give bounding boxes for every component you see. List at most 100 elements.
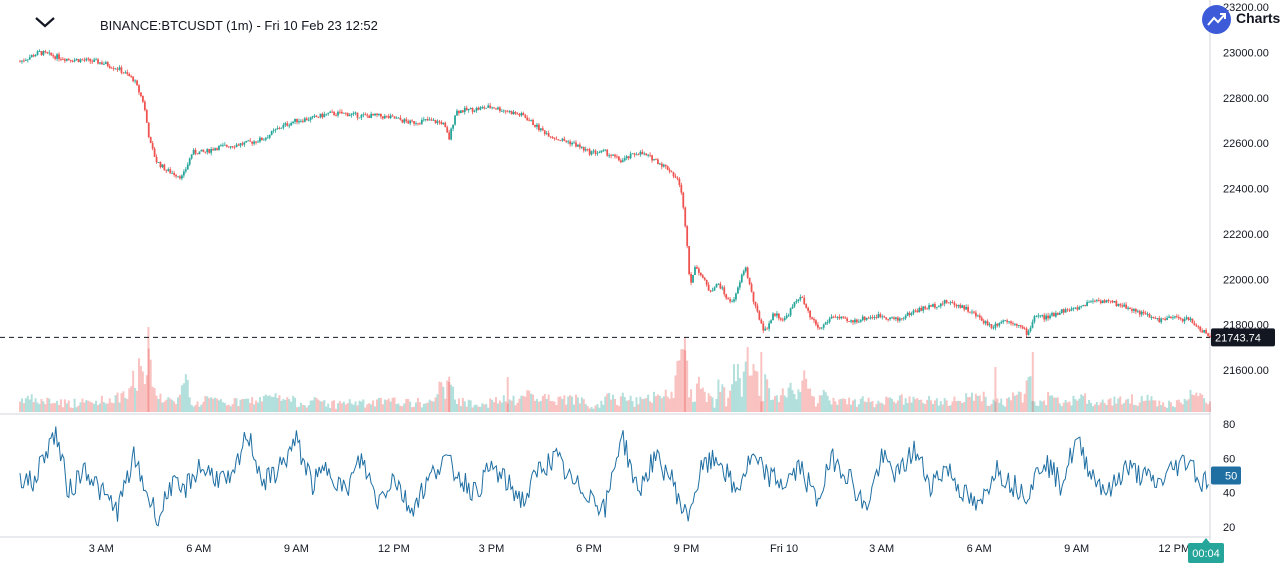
volume-bar [141,371,144,412]
candle [504,110,507,112]
candle [339,111,341,113]
candle [26,59,29,61]
candle [253,141,255,144]
candle [941,303,944,305]
volume-bar [399,405,402,412]
candle [963,305,966,310]
volume-bar [980,401,983,412]
volume-bar [294,397,297,412]
volume-bar [1004,406,1007,412]
volume-bar [206,396,209,412]
volume-bar [549,401,552,412]
volume-bar [1158,400,1161,412]
candle [266,137,269,139]
volume-bars [19,327,1211,412]
volume-bar [239,399,242,412]
candle [805,304,808,308]
candle [171,172,174,174]
volume-bar [931,403,934,412]
candle [608,155,611,157]
volume-bar [869,401,872,412]
candle [955,305,958,307]
candle [1148,313,1151,318]
volume-bar [276,397,279,412]
volume-bar [1105,404,1108,412]
volume-bar [834,401,837,412]
volume-bar [409,401,412,412]
volume-bar [321,401,324,412]
volume-bar [118,402,121,412]
candle [682,192,685,208]
candle [854,319,856,323]
volume-bar [309,400,312,412]
candle [420,120,423,124]
volume-bar [949,405,952,412]
candle [473,110,476,112]
candle [1175,316,1178,318]
candle [471,107,474,112]
candle [893,317,895,319]
candle [87,58,90,60]
candle [62,59,64,61]
charts-logo[interactable] [1202,5,1231,34]
candle [411,120,414,122]
candle [502,110,505,112]
volume-bar [403,403,406,412]
volume-bar [1101,399,1104,412]
candle [971,311,973,313]
candle [735,293,737,300]
volume-bar [1078,398,1081,412]
candle [325,113,328,115]
candle [124,72,127,74]
candle [660,163,663,167]
candle [744,267,747,272]
volume-bar [1072,395,1075,412]
candle [1004,320,1007,322]
candle [481,107,484,108]
volume-bar [1099,402,1102,412]
candle [1197,326,1200,328]
candle [910,313,913,315]
volume-bar [842,398,845,412]
volume-bar [653,391,656,412]
candle [1113,300,1116,303]
volume-bar [1111,405,1114,412]
candle [928,305,930,309]
candle [1195,325,1198,327]
candle [1117,304,1120,306]
volume-bar [1162,402,1165,412]
candle [651,155,653,161]
candle [177,176,179,178]
volume-bar [442,386,445,412]
candle [192,149,195,155]
volume-bar [969,396,972,412]
collapse-button[interactable] [30,10,60,36]
candle [1207,333,1209,336]
volume-bar [202,401,205,412]
volume-bar [335,408,338,412]
volume-bar [134,388,137,412]
candle [996,323,999,326]
candle [834,316,837,318]
volume-bar [452,386,455,412]
volume-bar [984,396,987,412]
candle [530,120,533,121]
candle [350,113,353,116]
candle [354,112,357,114]
volume-bar [877,400,880,412]
volume-bar [77,405,80,412]
candle [1039,315,1042,317]
volume-bar [580,397,583,412]
candle [567,141,570,143]
candle [97,59,99,64]
volume-bar [1207,404,1210,412]
volume-bar [820,395,823,412]
volume-bar [586,406,589,412]
candle [381,116,384,119]
volume-bar [188,397,191,412]
candle [1097,300,1100,301]
candle [1152,317,1155,318]
trend-up-icon [1207,13,1226,26]
volume-bar [204,395,207,412]
